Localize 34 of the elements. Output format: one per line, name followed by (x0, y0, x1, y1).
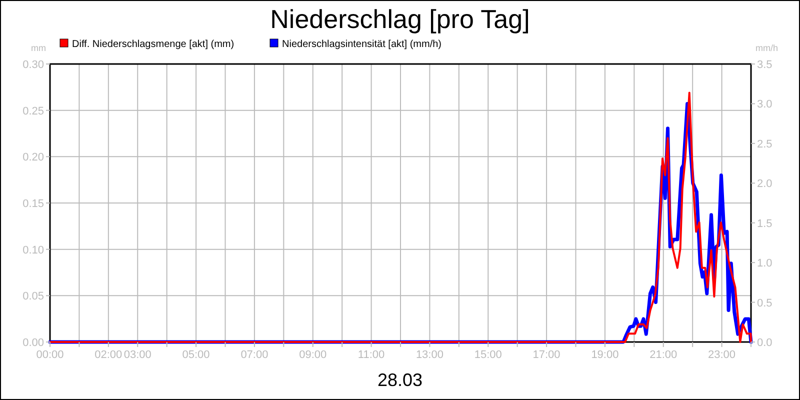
y-axis-title: mm (31, 43, 46, 53)
x-tick-label: 19:00 (591, 349, 619, 361)
y2-tick-label: 2.0 (757, 178, 772, 190)
x-tick-label: 23:00 (708, 349, 736, 361)
y2-tick-label: 3.5 (757, 59, 772, 71)
x-tick-label: 17:00 (532, 349, 560, 361)
chart-title: Niederschlag [pro Tag] (270, 4, 530, 34)
y-tick-label: 0.30 (22, 59, 44, 71)
text: 28.03 (377, 370, 423, 390)
y2-tick-label: 1.0 (757, 258, 772, 270)
y2-tick-label: 2.5 (757, 138, 772, 150)
y2-tick-label: 0.5 (757, 297, 772, 310)
y-tick-label: 0.15 (22, 198, 44, 210)
x-tick-label: 03:00 (124, 349, 152, 361)
x-tick-label: 02:00 (94, 349, 122, 361)
y-tick-label: 0.10 (22, 244, 44, 256)
legend-label: Diff. Niederschlagsmenge [akt] (mm) (72, 39, 234, 50)
y-tick-label: 0.00 (22, 337, 44, 349)
x-tick-label: 21:00 (650, 349, 678, 361)
legend-label: Niederschlagsintensität [akt] (mm/h) (282, 39, 442, 50)
y-tick-label: 0.25 (22, 105, 44, 118)
x-tick-label: 09:00 (299, 349, 327, 361)
y2-axis-title: mm/h (756, 43, 778, 53)
x-tick-label: 07:00 (240, 349, 268, 361)
y-tick-label: 0.20 (22, 152, 44, 164)
y2-tick-label: 0.0 (757, 337, 772, 349)
x-tick-label: 00:00 (36, 349, 64, 361)
x-tick-label: 13:00 (416, 349, 444, 361)
y2-tick-label: 3.0 (757, 98, 772, 111)
y-tick-label: 0.05 (22, 290, 44, 303)
x-tick-label: 11:00 (358, 349, 385, 361)
y2-tick-label: 1.5 (757, 218, 772, 230)
x-tick-label: 15:00 (474, 349, 502, 361)
x-tick-label: 05:00 (182, 349, 210, 361)
